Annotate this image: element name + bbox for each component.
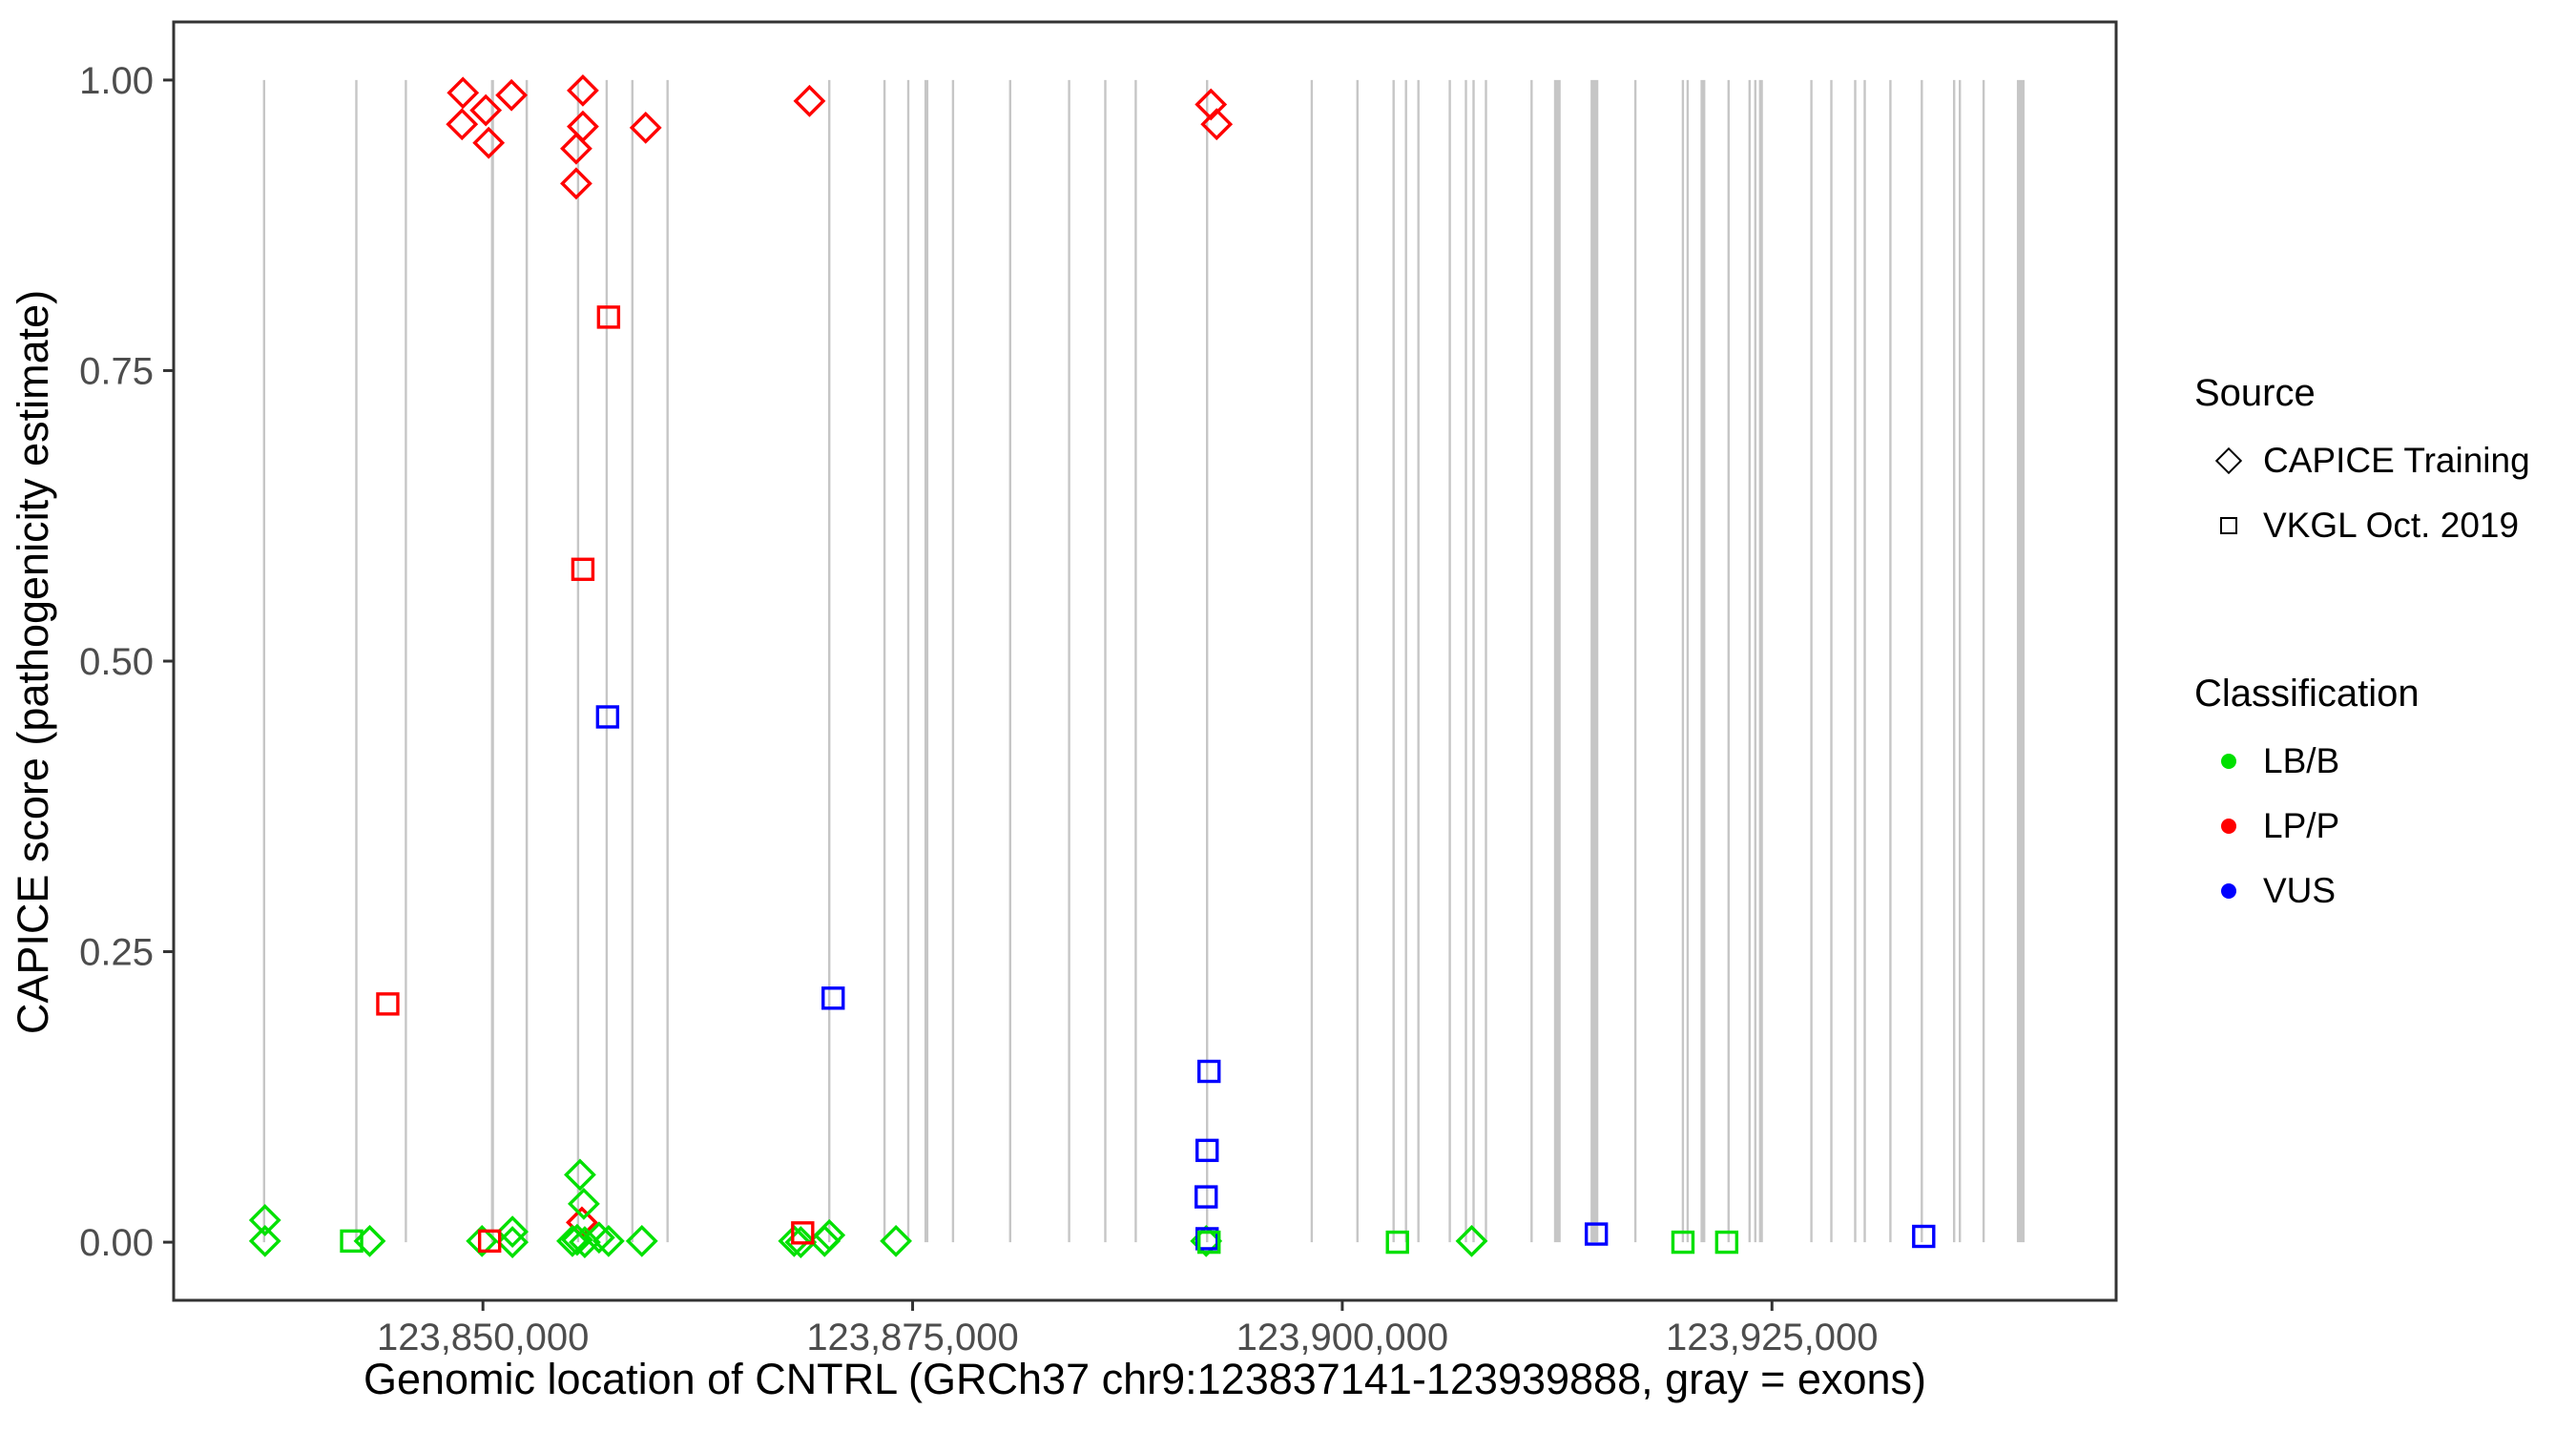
data-point-diamond [469,93,503,127]
data-point-diamond [472,126,506,159]
data-point-diamond [496,1226,530,1258]
blue-dot-icon [2194,883,2263,899]
x-tick-label: 123,925,000 [1666,1317,1878,1358]
data-point-square [1197,1059,1221,1084]
data-point-diamond [793,84,826,117]
y-tick-label: 0.00 [79,1222,154,1264]
data-point-diamond [629,111,662,144]
y-tick-label: 0.50 [79,641,154,683]
data-point-square [791,1221,815,1245]
data-point-diamond [556,1224,589,1257]
data-point-diamond [248,1204,281,1236]
data-point-diamond [880,1224,912,1257]
data-point-square [1195,1185,1218,1209]
y-tick-label: 0.75 [79,350,154,392]
data-point-square [571,557,595,581]
data-point-square [477,1229,502,1254]
square-marker-icon [2194,517,2263,534]
legend-item-lbb: LB/B [2194,729,2566,794]
data-point-diamond [813,1218,846,1252]
data-point-diamond [564,1158,596,1192]
legend-item-lpp: LP/P [2194,794,2566,859]
legend-classification-title: Classification [2194,673,2420,715]
data-point-square [1197,1230,1221,1255]
legend-item-vus: VUS [2194,859,2566,923]
data-point-square [376,992,400,1016]
data-point-square [596,305,621,329]
data-point-square [595,705,620,729]
legend-item-capice-training: CAPICE Training [2194,428,2566,493]
data-point-diamond [447,76,480,110]
x-tick-label: 123,850,000 [377,1317,589,1358]
y-tick-label: 1.00 [79,60,154,102]
data-point-diamond [778,1224,811,1257]
data-point-square [1195,1138,1219,1163]
data-point-square [1671,1230,1695,1255]
x-axis-title: Genomic location of CNTRL (GRCh37 chr9:1… [363,1355,1927,1403]
legend-item-vkgl: VKGL Oct. 2019 [2194,493,2566,558]
y-axis-title: CAPICE score (pathogenicity estimate) [9,289,57,1035]
data-point-diamond [582,1221,615,1255]
data-point-diamond [446,108,479,141]
green-dot-icon [2194,754,2263,769]
legend-item-label: VKGL Oct. 2019 [2263,506,2520,545]
legend-item-label: LP/P [2263,806,2340,845]
legend: Source CAPICE Training VKGL Oct. 2019 Cl… [2194,372,2566,923]
data-point-diamond [466,1224,499,1257]
data-point-diamond [568,1187,600,1220]
data-point-square [1385,1230,1409,1255]
data-point-diamond [560,167,592,200]
y-tick-label: 0.25 [79,932,154,974]
diamond-marker-icon [2194,446,2263,475]
panel-border [172,20,2118,1302]
data-point-diamond [592,1224,625,1257]
legend-item-label: CAPICE Training [2263,441,2530,480]
data-point-diamond [1455,1224,1488,1257]
x-tick-label: 123,900,000 [1236,1317,1448,1358]
legend-item-label: LB/B [2263,741,2340,780]
x-tick-label: 123,875,000 [806,1317,1018,1358]
data-point-diamond [569,1226,601,1258]
data-point-square [821,986,845,1010]
data-point-square [1912,1224,1936,1249]
legend-item-label: VUS [2263,871,2337,910]
data-point-diamond [496,1215,530,1249]
data-point-diamond [248,1224,281,1257]
data-point-square [1714,1230,1739,1255]
data-point-diamond [1200,108,1234,141]
data-point-diamond [560,132,592,165]
data-point-diamond [567,73,599,107]
data-point-square [1584,1222,1609,1246]
data-point-diamond [625,1224,658,1257]
data-point-square [340,1229,364,1254]
legend-source-title: Source [2194,372,2316,414]
data-point-square [1195,1227,1219,1251]
data-point-diamond [495,78,529,112]
red-dot-icon [2194,819,2263,834]
